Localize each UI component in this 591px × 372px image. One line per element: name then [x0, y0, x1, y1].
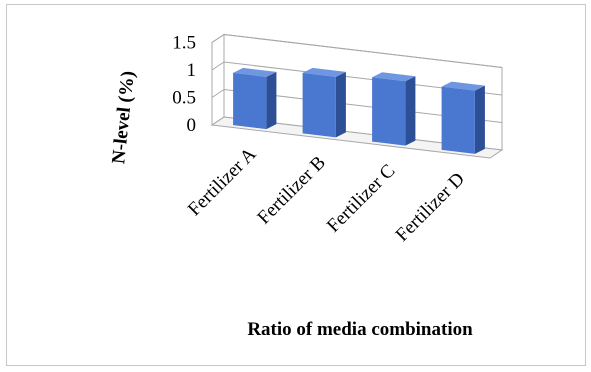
bar-front	[372, 77, 406, 146]
bar-front	[233, 72, 267, 130]
y-tick-label: 1.5	[172, 33, 196, 54]
bar-4	[441, 81, 485, 154]
x-tick-label: Fertilizer B	[253, 152, 329, 228]
axis-layer: 0 0.5 1 1.5	[172, 33, 196, 137]
y-tick-label: 1	[187, 60, 197, 81]
bar-top	[233, 67, 277, 77]
bar-1	[233, 67, 277, 130]
x-tick-label: Fertilizer D	[392, 169, 469, 246]
bar-top	[372, 72, 416, 82]
bar-top	[441, 81, 485, 91]
x-axis-title: Ratio of media combination	[247, 319, 473, 340]
y-tick-label: 0.5	[172, 88, 196, 109]
bar-top	[302, 67, 346, 77]
bar-side	[335, 71, 346, 138]
side-wall	[211, 33, 225, 126]
x-tick-label: Fertilizer C	[323, 160, 399, 236]
bar-2	[302, 67, 346, 138]
bar-side	[474, 85, 485, 154]
bar-3	[372, 72, 416, 146]
x-tick-label: Fertilizer A	[184, 144, 261, 221]
bar-front	[441, 86, 475, 154]
bar-front	[302, 72, 336, 138]
bar-layer	[233, 67, 485, 154]
y-tick-label: 0	[187, 115, 197, 136]
bar-side	[405, 76, 416, 146]
bar-side	[266, 71, 277, 130]
y-axis-title: N-level (%)	[108, 70, 139, 165]
gridline	[211, 33, 503, 68]
grid-layer	[210, 33, 504, 159]
